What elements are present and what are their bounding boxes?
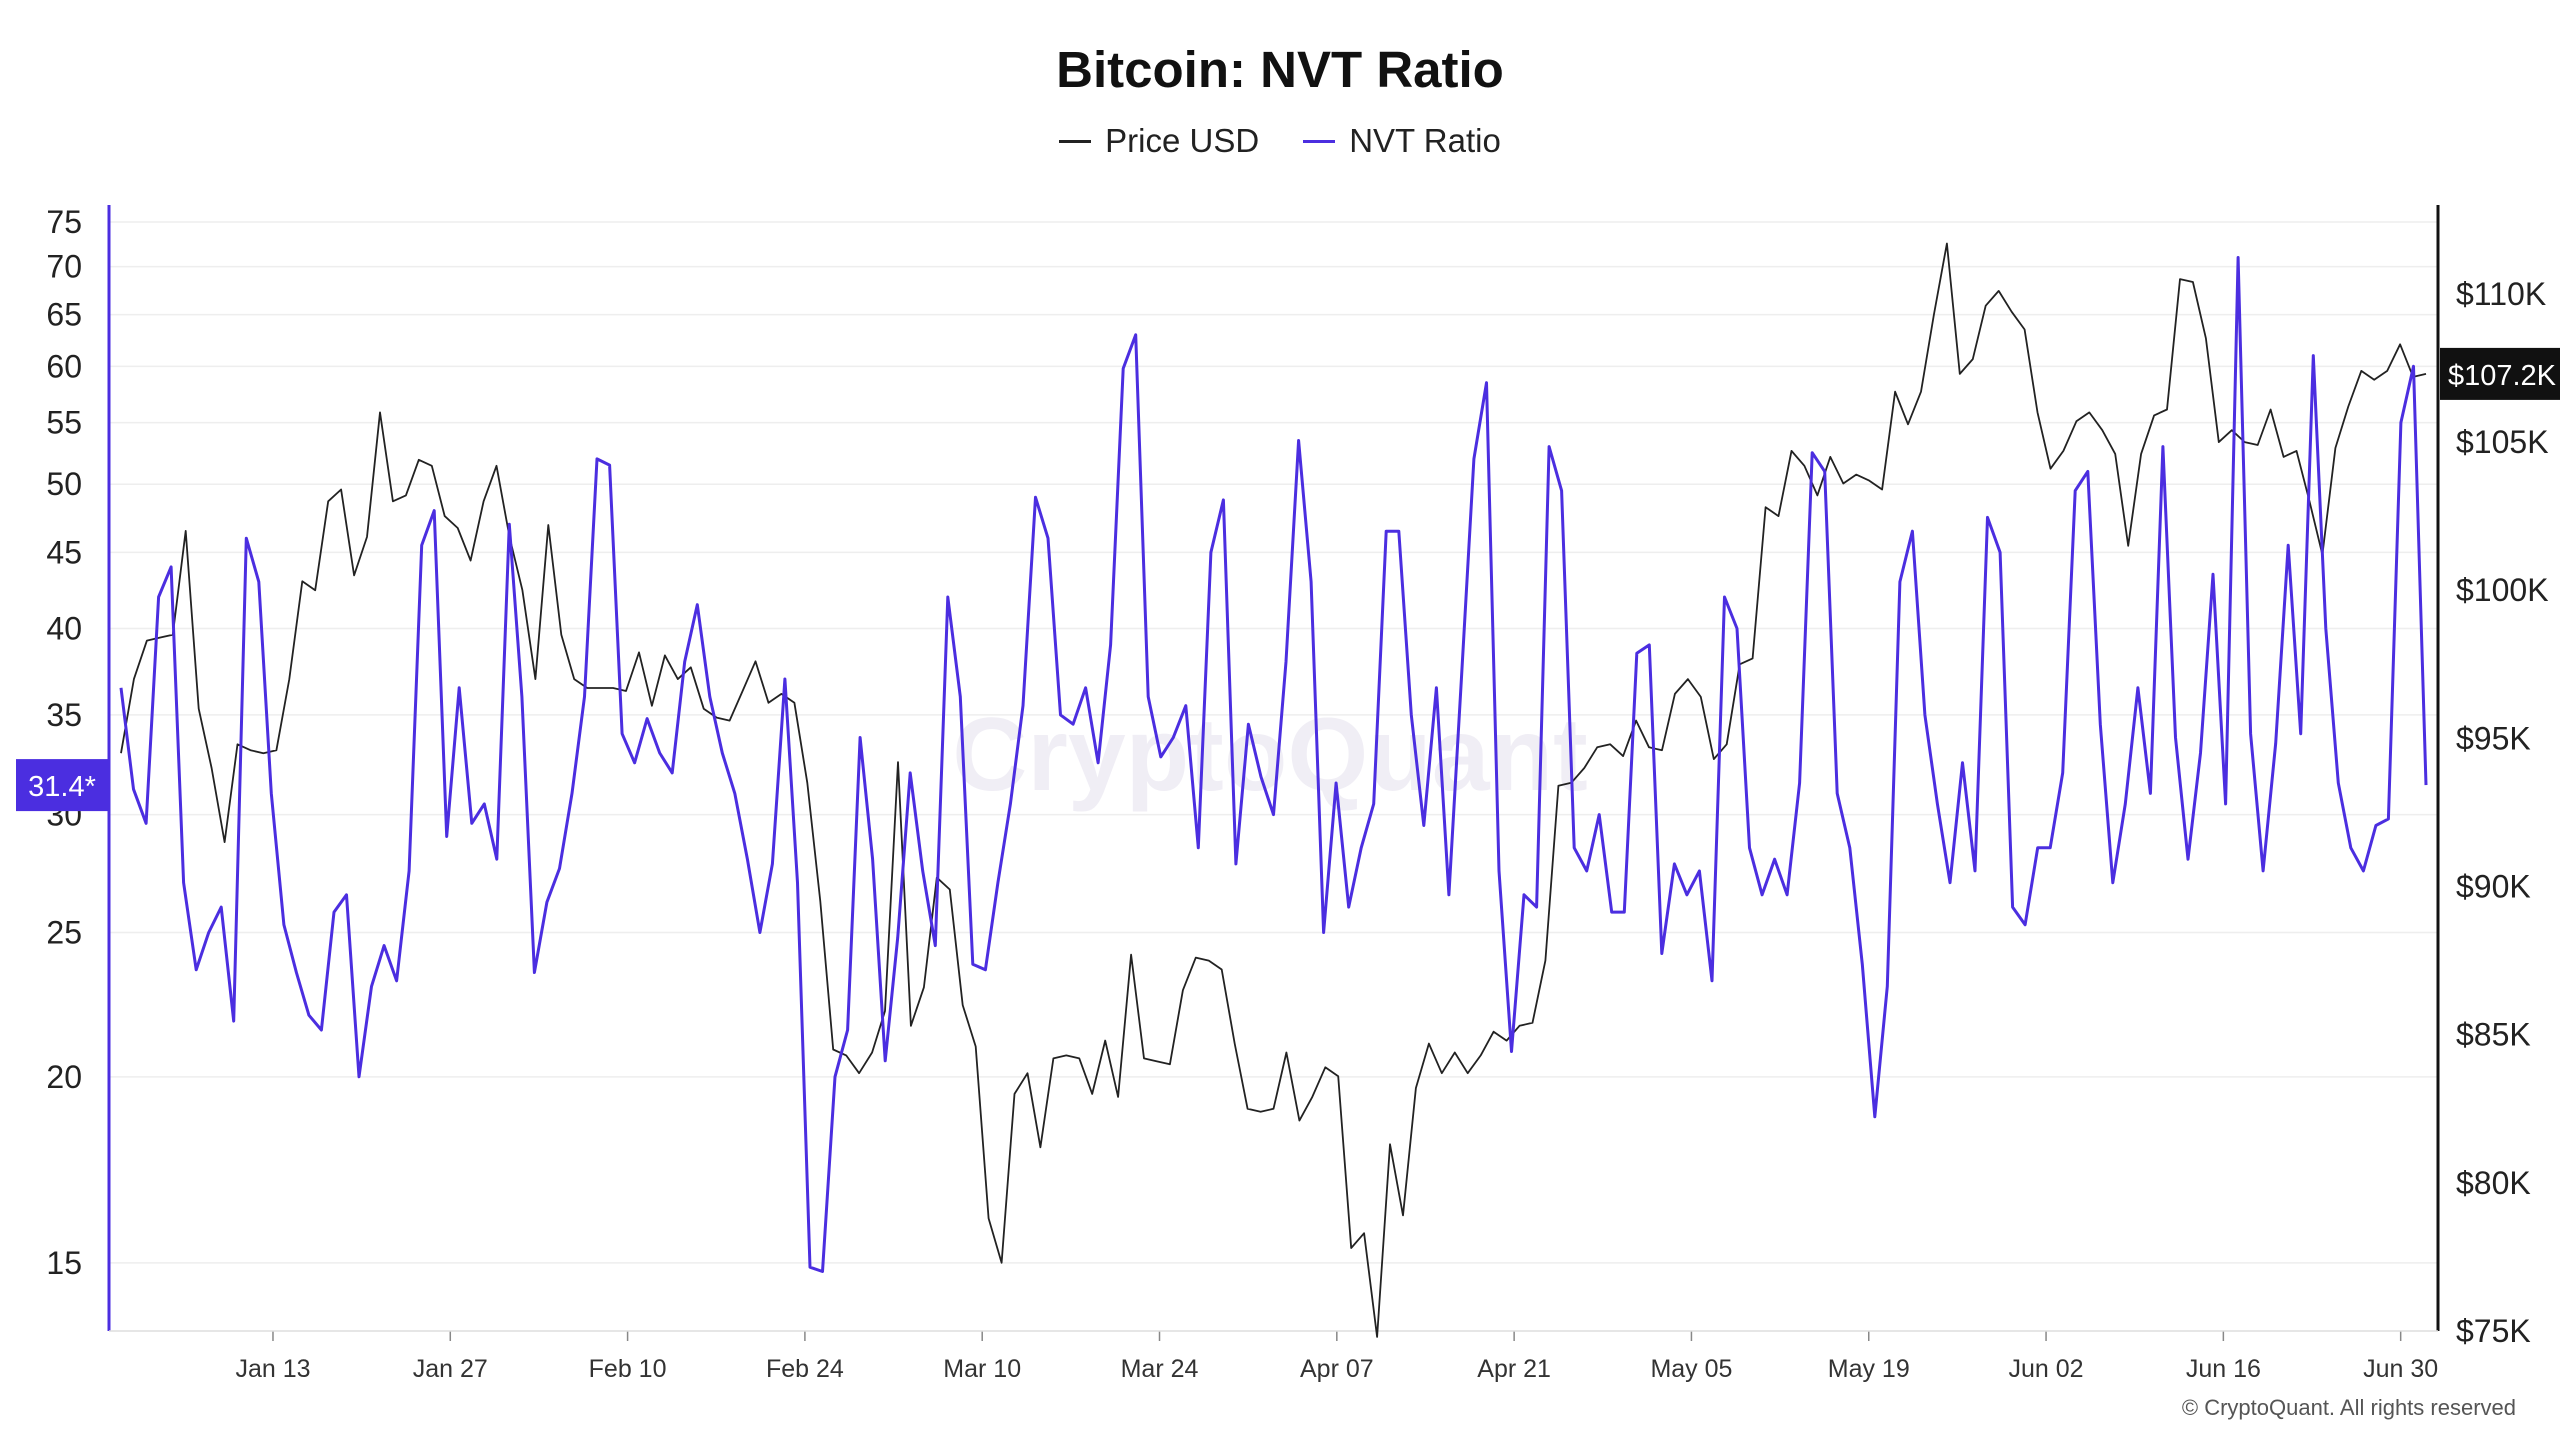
x-tick-label: Mar 24: [1121, 1355, 1199, 1383]
y-left-tick-label: 75: [46, 204, 82, 240]
nvt-current-badge-label: 31.4*: [28, 771, 96, 803]
x-tick-label: Feb 10: [589, 1355, 667, 1383]
price-current-badge: [2440, 347, 2560, 400]
x-tick-label: Jan 27: [413, 1355, 488, 1383]
legend-label-price: Price USD: [1105, 122, 1260, 159]
legend-swatch-nvt: [1303, 139, 1336, 143]
x-tick-label: Apr 21: [1477, 1355, 1551, 1383]
y-right-tick-label: $75K: [2456, 1313, 2531, 1349]
x-tick-label: May 05: [1650, 1355, 1732, 1383]
y-right-tick-label: $90K: [2456, 869, 2531, 905]
y-left-tick-label: 60: [46, 348, 82, 384]
x-tick-label: Feb 24: [766, 1355, 844, 1383]
nvt-ratio-line[interactable]: [119, 256, 2428, 1273]
nvt-current-badge: [16, 759, 108, 812]
legend-swatch-price: [1059, 139, 1092, 143]
price-usd-line[interactable]: [120, 242, 2427, 1338]
y-right-tick-label: $80K: [2456, 1165, 2531, 1201]
y-left-tick-label: 50: [46, 466, 82, 502]
price-current-badge-label: $107.2K: [2448, 360, 2557, 392]
legend-item-nvt[interactable]: NVT Ratio: [1303, 122, 1501, 160]
y-left-tick-label: 15: [46, 1245, 82, 1281]
y-left-tick-label: 70: [46, 249, 82, 285]
y-left-tick-label: 55: [46, 405, 82, 441]
y-left-tick-label: 35: [46, 697, 82, 733]
x-tick-label: Apr 07: [1300, 1355, 1374, 1383]
chart-legend: Price USD NVT Ratio: [0, 122, 2560, 160]
y-left-tick-label: 45: [46, 534, 82, 570]
copyright-text: © CryptoQuant. All rights reserved: [2181, 1395, 2516, 1420]
y-left-tick-label: 25: [46, 915, 82, 951]
x-tick-label: Jun 02: [2009, 1355, 2084, 1383]
y-right-tick-label: $85K: [2456, 1017, 2531, 1053]
x-tick-label: Jun 16: [2186, 1355, 2261, 1383]
x-tick-label: Mar 10: [943, 1355, 1021, 1383]
y-left-tick-label: 20: [46, 1059, 82, 1095]
y-right-tick-label: $110K: [2456, 276, 2546, 312]
y-right-tick-label: $105K: [2456, 424, 2549, 460]
y-left-tick-label: 40: [46, 611, 82, 647]
x-tick-label: Jan 13: [235, 1355, 310, 1383]
y-left-tick-label: 65: [46, 297, 82, 333]
y-right-tick-label: $95K: [2456, 720, 2531, 756]
legend-label-nvt: NVT Ratio: [1349, 122, 1501, 159]
legend-item-price[interactable]: Price USD: [1059, 122, 1259, 160]
watermark: CryptoQuant: [952, 697, 1588, 813]
x-tick-label: Jun 30: [2363, 1355, 2438, 1383]
chart-title: Bitcoin: NVT Ratio: [1056, 41, 1504, 98]
y-right-tick-label: $100K: [2456, 572, 2549, 608]
x-tick-label: May 19: [1828, 1355, 1910, 1383]
